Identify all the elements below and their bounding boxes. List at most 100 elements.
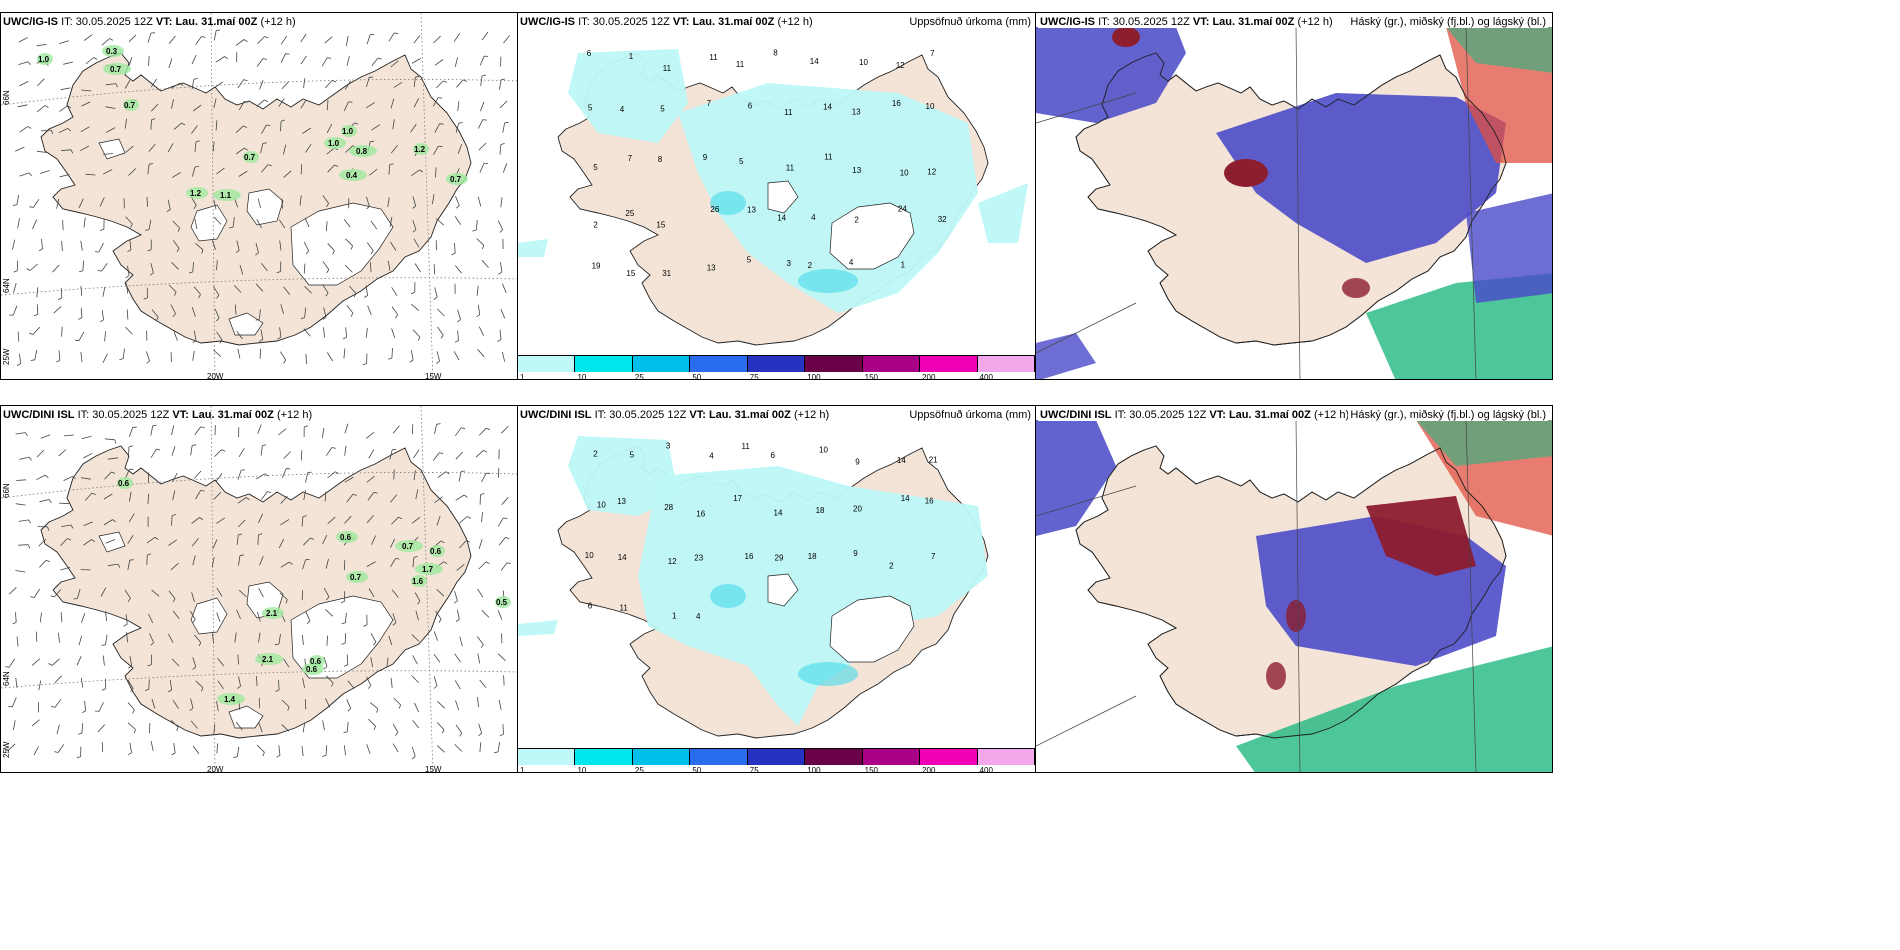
precip-amount-label: 6: [587, 49, 592, 58]
panel-header: UWC/DINI ISL IT: 30.05.2025 12Z VT: Lau.…: [1038, 409, 1352, 421]
precip-shading-mid: [710, 191, 858, 293]
precip-amount-label: 14: [823, 103, 832, 112]
lon-label-20w: 20W: [207, 372, 224, 380]
panel-ig-precip: UWC/IG-IS IT: 30.05.2025 12Z VT: Lau. 31…: [517, 12, 1036, 380]
precip-amount-label: 4: [849, 258, 854, 267]
precip-amount-label: 32: [938, 215, 947, 224]
precip-amount-label: 5: [660, 104, 665, 113]
precip-amount-label: 14: [810, 57, 819, 66]
precip-amount-label: 15: [626, 269, 635, 278]
cloud-title: Háský (gr.), miðský (fj.bl.) og lágský (…: [1348, 409, 1548, 421]
legend-label: 75: [749, 373, 759, 380]
precip-amount-label: 1: [629, 52, 634, 61]
precip-value-label: 0.7: [350, 573, 362, 582]
panel-ig-cloud: UWC/IG-IS IT: 30.05.2025 12Z VT: Lau. 31…: [1035, 12, 1553, 380]
legend-swatch: [747, 355, 806, 372]
precip-value-label: 1.2: [190, 189, 202, 198]
precip-amount-label: 13: [617, 497, 626, 506]
legend-label: 150: [864, 766, 879, 773]
precip-legend: 1 10 25 50 75 100 150 200 400: [518, 355, 1035, 379]
glaciers: [98, 138, 394, 336]
precip-amount-label: 21: [929, 456, 938, 465]
legend-swatch: [920, 748, 978, 765]
precip-amount-label: 5: [588, 104, 593, 113]
legend-label: 1: [520, 766, 525, 773]
precip-title: Uppsöfnuð úrkoma (mm): [909, 16, 1031, 28]
precip-amount-label: 11: [663, 64, 672, 73]
precip-value-label: 1.2: [414, 145, 426, 154]
precip-patches: [37, 45, 468, 201]
precip-amount-label: 4: [709, 452, 714, 461]
precip-value-label: 1.0: [38, 55, 50, 64]
precip-title: Uppsöfnuð úrkoma (mm): [909, 409, 1031, 421]
cloud-map: [1036, 406, 1552, 772]
legend-label: 75: [749, 766, 759, 773]
precip-amount-label: 11: [784, 108, 793, 117]
precip-amount-label: 16: [745, 552, 754, 561]
panel-dini-wind: UWC/DINI ISL IT: 30.05.2025 12Z VT: Lau.…: [0, 405, 518, 773]
precip-amount-label: 5: [747, 256, 752, 265]
precip-amount-label: 13: [852, 107, 861, 116]
legend-swatch: [977, 355, 1035, 372]
precip-amount-label: 3: [666, 442, 671, 451]
precip-value-label: 2.1: [266, 609, 278, 618]
precip-amount-label: 7: [628, 154, 633, 163]
precip-value-label: 0.6: [310, 657, 322, 666]
lat-label-64n: 64N: [2, 278, 11, 293]
precip-amount-label: 6: [748, 101, 753, 110]
legend-swatch: [690, 355, 748, 372]
legend-label: 25: [634, 373, 644, 380]
precip-value-label: 1.4: [224, 695, 236, 704]
precip-amount-label: 10: [585, 551, 594, 560]
precip-amount-label: 14: [901, 494, 910, 503]
precip-amount-label: 14: [897, 456, 906, 465]
legend-label: 200: [922, 373, 936, 380]
precip-amount-label: 7: [707, 99, 712, 108]
precip-amount-label: 12: [896, 61, 905, 70]
precip-amount-label: 10: [819, 446, 828, 455]
legend-label: 100: [807, 373, 821, 380]
panel-header: UWC/DINI ISL IT: 30.05.2025 12Z VT: Lau.…: [520, 409, 830, 421]
legend-swatch: [805, 355, 863, 372]
precip-shading-mid: [710, 584, 858, 686]
precip-amount-label: 20: [853, 505, 862, 514]
graticule: [1036, 419, 1477, 772]
precip-amount-label: 4: [620, 105, 625, 114]
precip-amount-label: 2: [854, 216, 859, 225]
wind-barbs: [4, 423, 511, 760]
legend-label: 50: [692, 766, 702, 773]
precip-value-label: 1.0: [328, 139, 340, 148]
precip-amount-label: 7: [931, 552, 936, 561]
precip-amount-label: 2: [889, 562, 894, 571]
panel-header: UWC/DINI ISL IT: 30.05.2025 12Z VT: Lau.…: [3, 409, 313, 421]
legend-swatch: [690, 748, 748, 765]
precip-amount-label: 10: [597, 500, 606, 509]
precip-shading: [518, 49, 1028, 313]
legend-swatch: [977, 748, 1035, 765]
legend-swatch: [920, 355, 978, 372]
legend-swatch: [518, 355, 576, 372]
lon-label-15w: 15W: [425, 372, 442, 380]
precip-value-label: 0.3: [106, 47, 118, 56]
iceland-coastline: [1075, 52, 1507, 346]
precip-amount-label: 11: [709, 53, 718, 62]
precip-value-label: 2.1: [262, 655, 274, 664]
precip-amount-label: 5: [739, 157, 744, 166]
panel-header: UWC/IG-IS IT: 30.05.2025 12Z VT: Lau. 31…: [3, 16, 296, 28]
legend-label: 200: [922, 766, 936, 773]
precip-amount-label: 18: [816, 506, 825, 515]
legend-label: 1: [520, 373, 525, 380]
precip-value-label: 0.7: [450, 175, 462, 184]
legend-swatch: [805, 748, 863, 765]
precip-amount-label: 16: [925, 497, 934, 506]
precip-amount-label: 9: [855, 457, 860, 466]
legend-label: 400: [979, 373, 993, 380]
precip-value-label: 0.6: [306, 665, 318, 674]
precip-value-label: 0.8: [356, 147, 368, 156]
precip-amount-label: 5: [630, 451, 635, 460]
precip-amount-label: 16: [892, 99, 901, 108]
graticule: [1, 13, 517, 379]
legend-swatch: [862, 355, 921, 372]
precip-amount-label: 29: [775, 553, 784, 562]
precip-value-label: 0.6: [118, 479, 130, 488]
